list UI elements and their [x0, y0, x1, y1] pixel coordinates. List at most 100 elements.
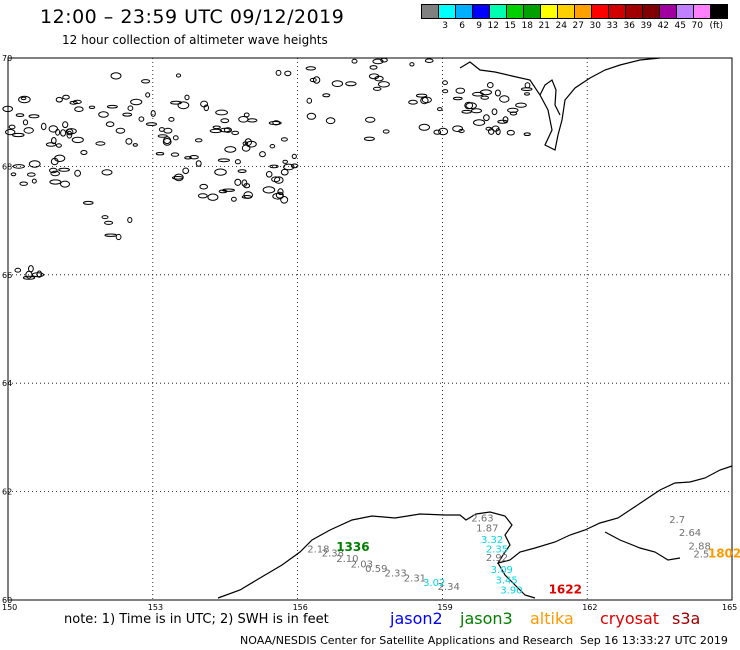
map-frame	[7, 57, 733, 601]
wave-contour	[212, 125, 221, 130]
wave-contour	[157, 134, 168, 138]
wave-contour	[55, 143, 62, 148]
wave-contour	[31, 272, 45, 278]
map-title: 12:00 – 23:59 UTC 09/12/2019	[40, 6, 345, 28]
wave-contour	[105, 121, 115, 127]
wave-contour	[170, 100, 182, 105]
wave-contour	[377, 81, 390, 88]
lon-tick-label: 165	[722, 603, 737, 612]
wave-contour	[224, 146, 237, 153]
swh-value-cyan: 3.02	[423, 578, 445, 589]
wave-contour	[455, 87, 466, 94]
wave-contour	[125, 138, 133, 145]
scale-label: 27	[572, 21, 584, 31]
wave-contour	[197, 193, 208, 199]
wave-contour	[26, 172, 36, 177]
wave-contour	[415, 93, 428, 98]
wave-contour	[22, 119, 29, 126]
swh-value-cyan: 3.09	[491, 565, 513, 576]
wave-contours	[2, 57, 533, 280]
wave-contour	[274, 176, 284, 184]
wave-contour	[28, 265, 34, 273]
wave-contour	[215, 109, 229, 116]
wave-contour	[277, 188, 284, 196]
wave-contour	[40, 122, 47, 131]
wave-contour	[243, 183, 251, 189]
wave-contour	[409, 62, 415, 67]
observation-values: 2.182.382.102.030.592.332.31 2.34 2.631.87…	[307, 513, 740, 596]
wave-contour	[145, 92, 151, 98]
wave-contour	[127, 217, 133, 223]
swh-value-gray: 2.5	[693, 550, 709, 561]
wave-contour	[163, 136, 172, 145]
wave-contour	[49, 167, 58, 174]
wave-contour	[442, 89, 449, 94]
wave-contour	[88, 105, 96, 110]
wave-contour	[175, 73, 182, 78]
wave-contour	[479, 89, 492, 96]
wave-contour	[23, 127, 34, 134]
swh-value-gray: 2.63	[471, 513, 493, 524]
swh-value-cyan: 2.35	[486, 544, 508, 555]
satellite-jason2: jason2	[390, 609, 443, 628]
wave-contour	[220, 118, 230, 124]
wave-contour	[203, 104, 210, 112]
wave-contour	[223, 127, 232, 133]
wave-contour	[491, 108, 498, 116]
wave-contour	[487, 82, 494, 89]
wave-contour	[60, 180, 70, 188]
lon-tick-label: 150	[2, 603, 17, 612]
wave-contour	[49, 179, 62, 185]
wave-contour	[312, 76, 321, 84]
swh-value-gray: 2.64	[679, 528, 701, 539]
wave-contour	[214, 168, 227, 176]
wave-contour	[408, 99, 418, 105]
satellite-cryosat: cryosat	[600, 609, 660, 628]
wave-contour	[101, 169, 113, 176]
wave-contour	[18, 95, 31, 104]
wave-contour	[115, 233, 122, 241]
lon-tick-label: 159	[437, 603, 452, 612]
wave-contour	[418, 123, 430, 131]
wave-contour	[48, 125, 58, 133]
wave-contour	[36, 270, 42, 278]
coastline-south	[217, 465, 733, 599]
wave-contour	[189, 155, 199, 160]
coastline-north-bay	[539, 79, 561, 116]
lat-tick-label: 62	[2, 488, 12, 497]
scale-label: 70	[691, 21, 703, 31]
wave-contour	[269, 164, 279, 169]
wave-contour	[110, 72, 122, 80]
wave-contour	[331, 80, 344, 87]
wave-contour	[523, 132, 531, 136]
wave-contour	[369, 65, 378, 70]
wave-contour	[60, 129, 67, 137]
scale-label: 45	[674, 21, 686, 31]
lat-tick-label: 64	[2, 379, 12, 388]
wave-contour	[472, 91, 484, 97]
wave-contour	[162, 138, 172, 146]
wave-contour	[269, 144, 276, 149]
wave-contour	[132, 143, 138, 147]
wave-contour	[10, 172, 17, 177]
wave-contour	[168, 117, 175, 122]
lon-tick-label: 162	[582, 603, 597, 612]
wave-contour	[499, 95, 510, 103]
wave-contour	[14, 267, 22, 273]
wave-contour	[194, 138, 203, 143]
wave-contour	[507, 107, 519, 113]
wave-contour	[231, 196, 237, 202]
wave-contour	[177, 101, 190, 110]
wave-contour	[122, 112, 133, 117]
wave-contour	[207, 193, 219, 201]
wave-contour	[127, 105, 134, 111]
satellite-s3a: s3a	[672, 609, 701, 628]
wave-contour	[58, 167, 70, 172]
wave-contour	[19, 181, 29, 186]
wave-contour	[241, 195, 252, 199]
pass-time-label: 1802	[708, 547, 740, 561]
wave-contour	[238, 116, 249, 123]
wave-contour	[195, 160, 202, 167]
wave-contour	[262, 186, 276, 194]
wave-contour	[241, 179, 248, 187]
